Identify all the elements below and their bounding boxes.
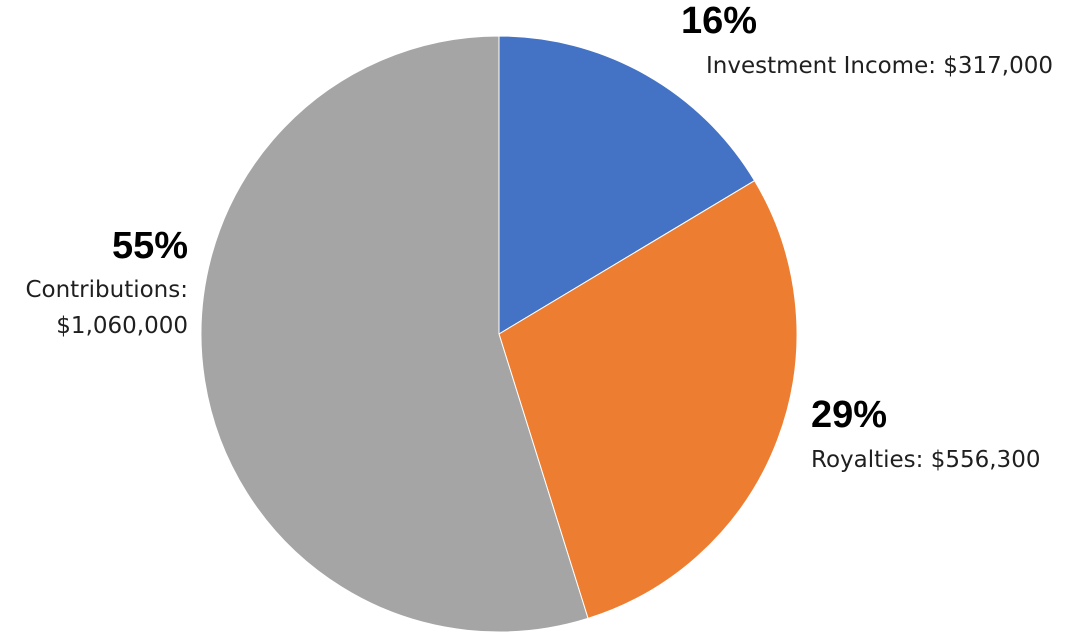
contributions-value-label: $1,060,000: [56, 313, 188, 339]
pie-slice-contributions: [200, 35, 589, 633]
contributions-name-label: Contributions:: [25, 277, 188, 303]
royalties-value-label: Royalties: $556,300: [811, 447, 1040, 473]
pie-slices: [200, 35, 798, 633]
royalties-percent-label: 29%: [811, 394, 887, 436]
investment-income-percent-label: 16%: [681, 0, 757, 42]
contributions-percent-label: 55%: [112, 225, 188, 267]
investment-income-value-label: Investment Income: $317,000: [706, 53, 1053, 79]
pie-slice-royalties: [498, 179, 798, 620]
pie-slice-investment-income: [498, 35, 756, 335]
